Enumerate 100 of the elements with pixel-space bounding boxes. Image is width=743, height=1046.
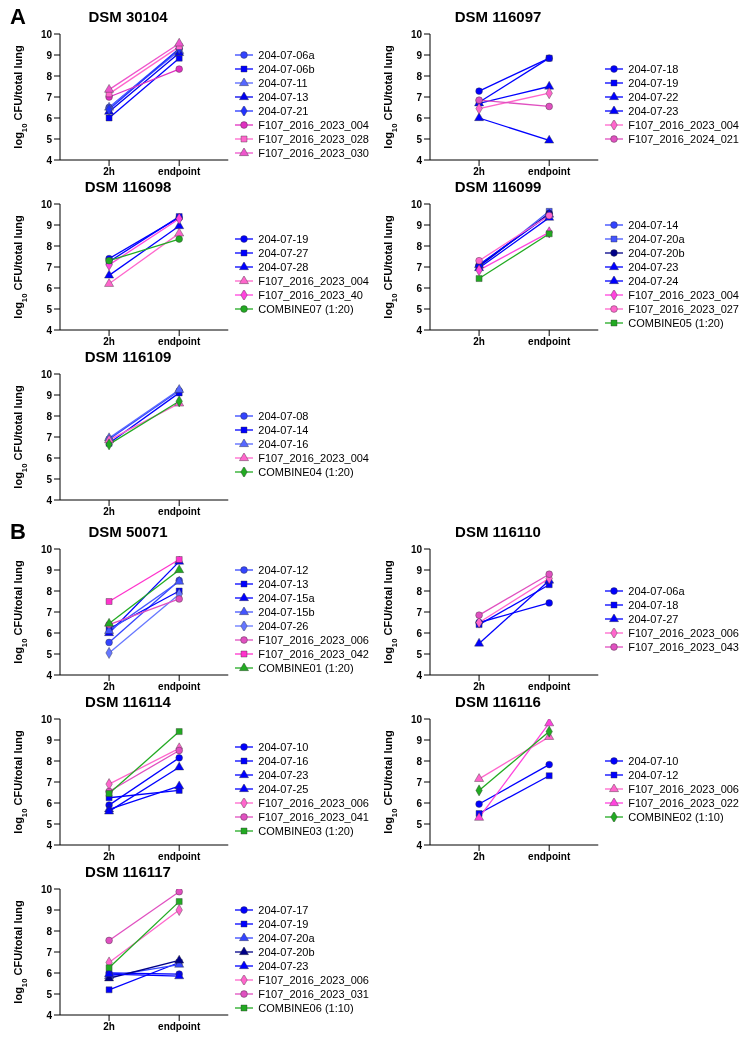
y-tick-label: 10 [40, 713, 53, 725]
chart-title: DSM 50071 [88, 523, 168, 540]
y-tick-label: 8 [46, 240, 53, 252]
y-tick-label: 8 [46, 755, 53, 767]
legend-label: 204-07-20a [628, 232, 685, 246]
y-tick-label: 10 [40, 28, 53, 40]
y-tick-label: 8 [46, 925, 53, 937]
y-tick-label: 5 [416, 303, 423, 315]
legend-label: 204-07-06a [258, 48, 315, 62]
x-tick-label: 2h [473, 336, 485, 348]
legend-label: F107_2016_2023_004 [628, 288, 739, 302]
y-tick-label: 5 [46, 818, 53, 830]
legend-label: COMBINE03 (1:20) [258, 824, 354, 838]
legend-label: COMBINE04 (1:20) [258, 465, 354, 479]
chart-title: DSM 116097 [453, 8, 543, 27]
y-tick-label: 6 [46, 112, 53, 124]
legend-label: F107_2016_2023_028 [258, 132, 369, 146]
x-tick-label: 2h [103, 851, 115, 863]
legend-label: 204-07-15b [258, 605, 315, 619]
x-tick-label: endpoint [528, 336, 571, 348]
x-tick-label: endpoint [158, 506, 201, 518]
y-tick-label: 10 [40, 543, 53, 555]
legend-label: F107_2016_2023_030 [258, 146, 369, 160]
chart-title: DSM 116110 [454, 523, 542, 542]
legend-label: 204-07-10 [628, 754, 679, 768]
x-tick-label: endpoint [158, 336, 201, 348]
y-tick-label: 7 [46, 606, 53, 618]
y-tick-label: 9 [416, 734, 423, 746]
y-tick-label: 6 [46, 282, 53, 294]
y-tick-label: 7 [416, 776, 423, 788]
y-tick-label: 5 [46, 473, 53, 485]
chart-title: DSM 116099 [453, 178, 543, 197]
y-tick-label: 6 [416, 112, 423, 124]
legend-label: 204-07-14 [258, 423, 309, 437]
legend-label: F107_2016_2023_006 [258, 796, 369, 810]
x-tick-label: 2h [473, 166, 485, 178]
y-tick-label: 9 [46, 389, 53, 401]
y-tick-label: 8 [46, 585, 53, 597]
y-tick-label: 4 [416, 154, 423, 166]
chart-title: DSM 116114 [84, 693, 172, 712]
legend-label: 204-07-26 [258, 619, 309, 633]
y-tick-label: 5 [416, 818, 423, 830]
legend-label: 204-07-13 [258, 577, 309, 591]
y-tick-label: 8 [416, 240, 423, 252]
legend-label: 204-07-11 [258, 76, 308, 90]
legend-label: 204-07-23 [258, 768, 309, 782]
y-tick-label: 5 [416, 133, 423, 145]
legend-label: F107_2016_2023_027 [628, 302, 739, 316]
y-tick-label: 5 [46, 303, 53, 315]
legend-label: F107_2016_2024_021 [628, 132, 739, 146]
y-tick-label: 8 [416, 755, 423, 767]
x-tick-label: endpoint [528, 851, 571, 863]
y-tick-label: 4 [46, 669, 53, 681]
legend-label: COMBINE05 (1:20) [628, 316, 724, 330]
y-tick-label: 7 [46, 946, 53, 958]
y-tick-label: 6 [46, 797, 53, 809]
legend-label: 204-07-23 [258, 959, 309, 973]
x-tick-label: 2h [473, 851, 485, 863]
x-tick-label: endpoint [158, 851, 201, 863]
legend-label: COMBINE06 (1:10) [258, 1001, 354, 1015]
legend-label: 204-07-12 [628, 768, 679, 782]
y-tick-label: 10 [410, 198, 423, 210]
y-tick-label: 7 [46, 776, 53, 788]
y-tick-label: 9 [416, 564, 423, 576]
legend-label: F107_2016_2023_004 [258, 118, 369, 132]
y-tick-label: 5 [46, 988, 53, 1000]
y-tick-label: 9 [46, 219, 53, 231]
y-tick-label: 7 [416, 261, 423, 273]
y-tick-label: 7 [46, 261, 53, 273]
legend-label: 204-07-19 [258, 232, 309, 246]
y-tick-label: 6 [46, 452, 53, 464]
chart-title: DSM 116109 [83, 348, 173, 367]
legend-label: F107_2016_2023_006 [628, 782, 739, 796]
legend-label: 204-07-28 [258, 260, 309, 274]
legend-label: 204-07-23 [628, 260, 679, 274]
y-tick-label: 6 [46, 967, 53, 979]
legend-label: 204-07-17 [258, 903, 309, 917]
y-tick-label: 9 [46, 734, 53, 746]
legend-label: F107_2016_2023_006 [628, 626, 739, 640]
y-tick-label: 8 [416, 70, 423, 82]
legend-label: F107_2016_2023_006 [258, 633, 369, 647]
legend-label: F107_2016_2023_006 [258, 973, 369, 987]
x-tick-label: 2h [103, 681, 115, 693]
text: A [10, 4, 26, 30]
legend-label: 204-07-25 [258, 782, 309, 796]
legend-label: 204-07-08 [258, 409, 309, 423]
legend-label: F107_2016_2023_022 [628, 796, 739, 810]
legend-label: 204-07-27 [258, 246, 309, 260]
y-tick-label: 5 [416, 648, 423, 660]
legend-label: F107_2016_2023_042 [258, 647, 369, 661]
text: B [10, 519, 26, 545]
legend-label: F107_2016_2023_004 [628, 118, 739, 132]
y-tick-label: 5 [46, 133, 53, 145]
legend-label: 204-07-19 [258, 917, 309, 931]
y-tick-label: 10 [40, 368, 53, 380]
y-tick-label: 6 [416, 797, 423, 809]
y-tick-label: 9 [416, 49, 423, 61]
y-tick-label: 7 [416, 91, 423, 103]
y-tick-label: 7 [46, 431, 53, 443]
y-tick-label: 6 [416, 627, 423, 639]
